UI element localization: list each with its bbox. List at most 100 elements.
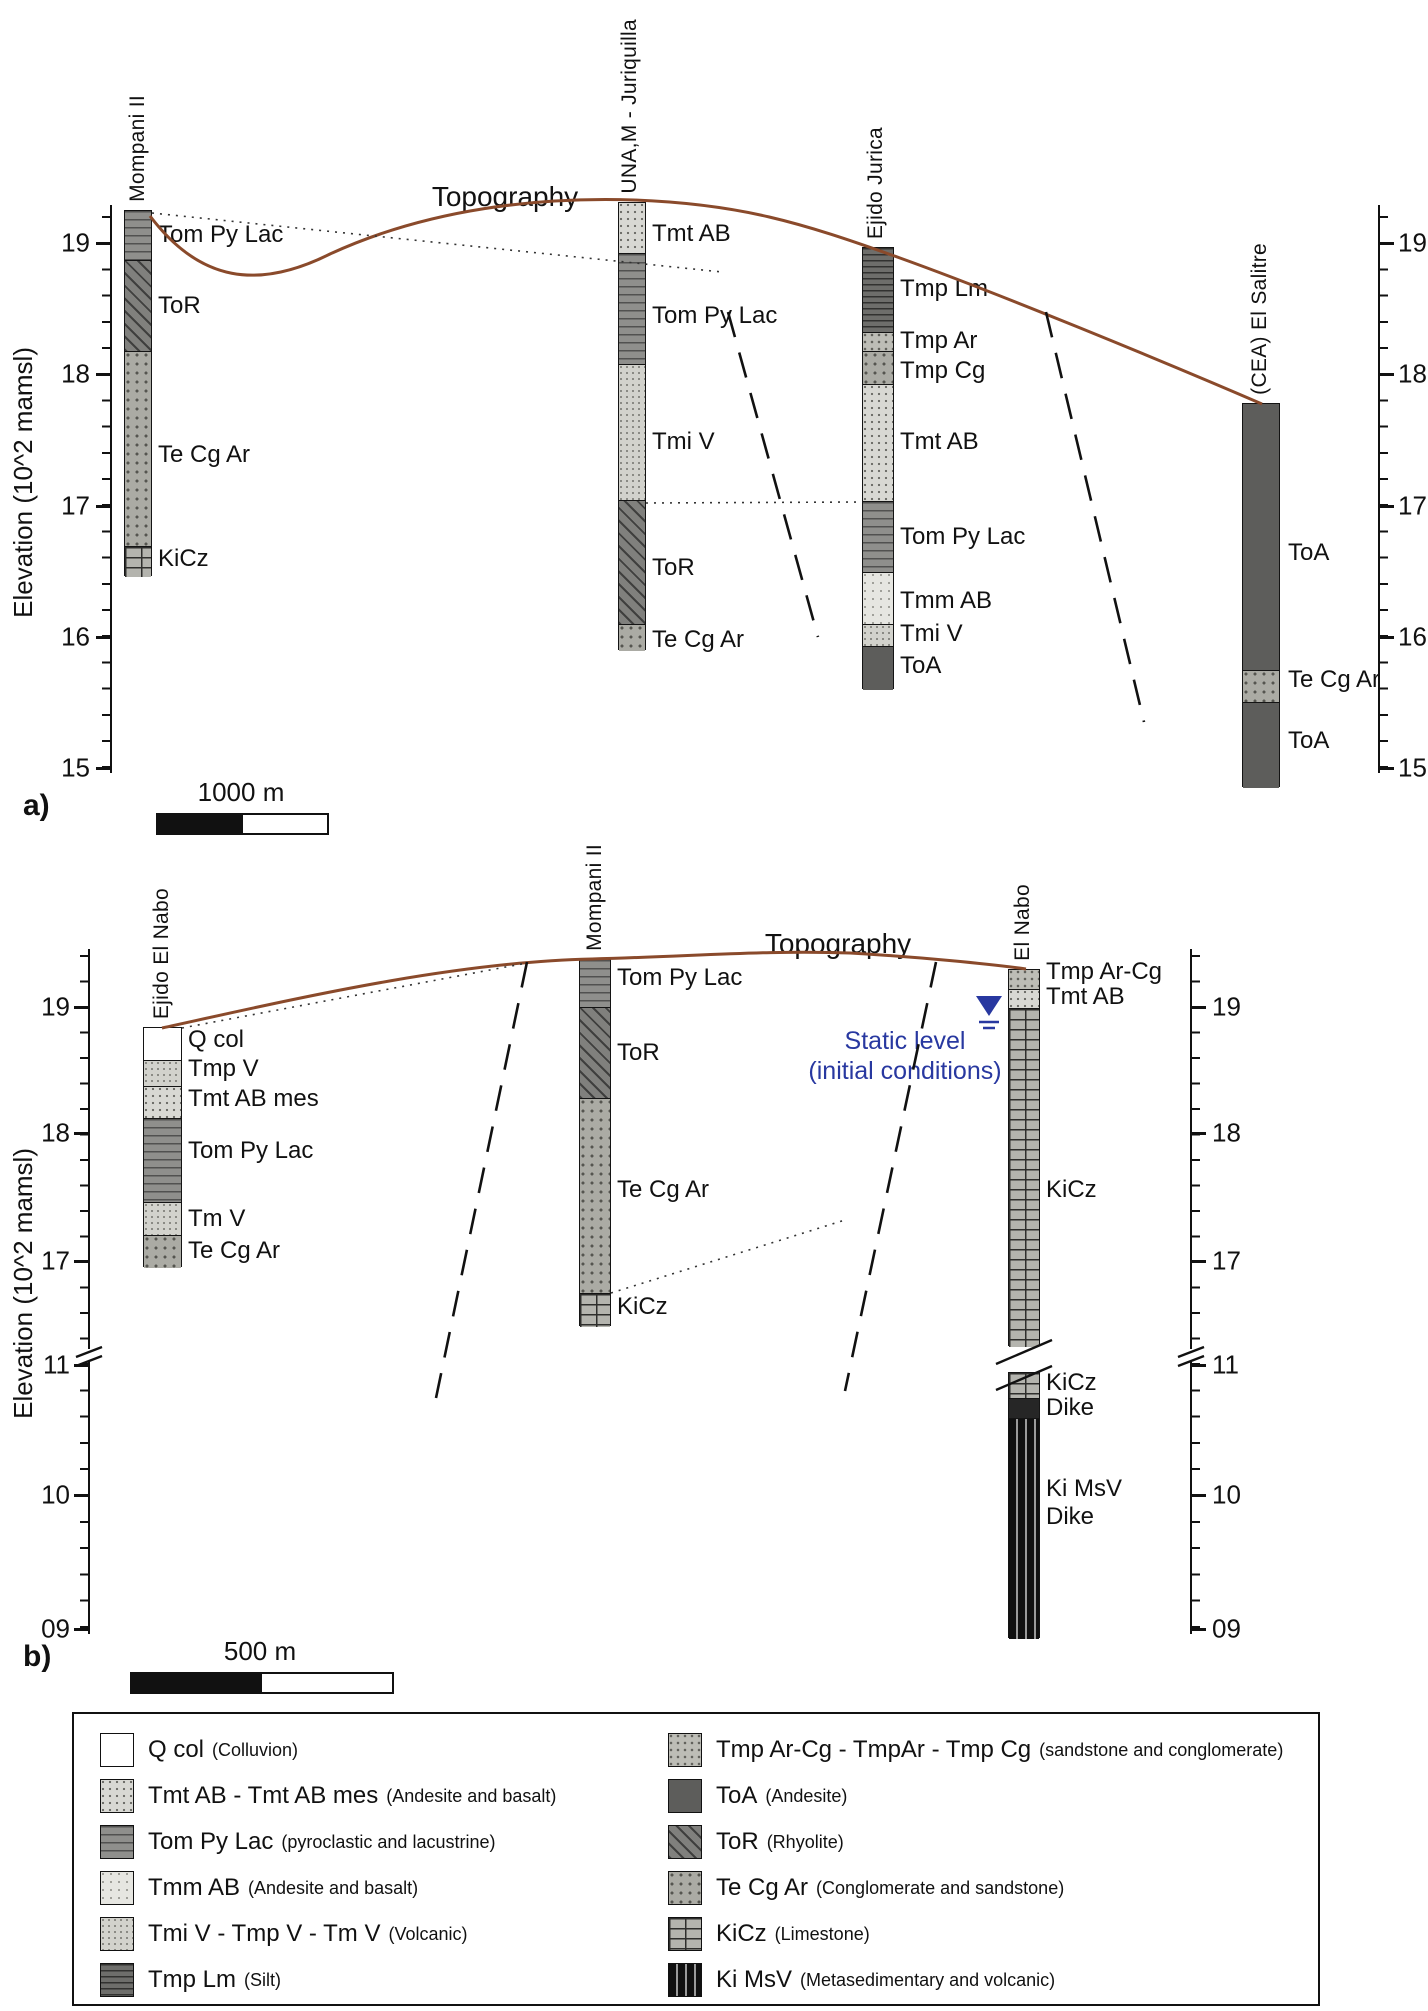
tick-label: 10 <box>41 1479 70 1510</box>
tick <box>96 372 110 376</box>
minor-ticks-b-right-upper <box>1192 955 1200 1348</box>
layer-label: ToA <box>1288 727 1330 754</box>
layer-label: Tmi V <box>900 620 963 647</box>
well-column-ejido-jurica <box>862 247 894 690</box>
layer-tmt-ab <box>863 385 893 502</box>
tick-label: 09 <box>41 1613 70 1644</box>
tick <box>96 766 110 770</box>
layer-label: Te Cg Ar <box>617 1176 710 1203</box>
static-level-line1: Static level <box>844 1027 966 1055</box>
layer-label: Tmt AB mes <box>188 1085 319 1112</box>
layer-label: Dike <box>1046 1394 1095 1421</box>
layer-kicz <box>1009 1009 1039 1347</box>
tick-label: 11 <box>43 1349 70 1380</box>
legend-swatch-tmt-ab <box>100 1779 134 1813</box>
fault-dashed-line <box>434 961 529 1399</box>
legend-item: Tmp Ar-Cg - TmpAr - Tmp Cg (sandstone an… <box>668 1733 1283 1767</box>
fault-dashed-line <box>726 311 820 638</box>
well-name-unam-juriquilla: UNA,M - Juriquilla <box>618 19 641 194</box>
layer-tm-v <box>144 1203 181 1236</box>
legend-desc: (Silt) <box>244 1969 282 1990</box>
layer-tor <box>619 501 645 625</box>
layer-te-cg-ar <box>619 625 645 651</box>
tick <box>1192 1259 1206 1263</box>
layer-tom-py-lac <box>580 960 610 1008</box>
layer-tmi-v <box>619 365 645 501</box>
legend-swatch-toa <box>668 1779 702 1813</box>
layer-label: ToR <box>652 554 695 581</box>
legend-desc: (Andesite and basalt) <box>248 1877 419 1898</box>
layer-label: Tmi V <box>652 428 715 455</box>
static-level-annotation: Static level (initial conditions) <box>808 1026 1001 1086</box>
legend-item: Q col (Colluvion) <box>100 1733 298 1767</box>
legend-desc: (Colluvion) <box>212 1739 299 1760</box>
minor-ticks-a-right <box>1380 216 1388 773</box>
legend-label: KiCz <box>716 1920 767 1947</box>
fault-dashed-line <box>1044 311 1146 723</box>
tick-label: 16 <box>1398 621 1427 652</box>
scale-bar-white-segment <box>262 1674 392 1692</box>
legend-swatch-q-col <box>100 1733 134 1767</box>
legend-desc: (Rhyolite) <box>766 1831 844 1852</box>
layer-label: Tmt AB <box>900 428 979 455</box>
layer-kicz <box>1009 1373 1039 1399</box>
layer-label: Q col <box>188 1026 245 1053</box>
layer-label: KiCz <box>1046 1369 1097 1396</box>
layer-tmp-ar-cg <box>1009 970 1039 990</box>
legend-swatch-tor <box>668 1825 702 1859</box>
well-column-el-nabo-upper <box>1008 969 1040 1347</box>
layer-label: Tmm AB <box>900 587 993 614</box>
legend-desc: (Limestone) <box>774 1923 870 1944</box>
tick-label: 17 <box>61 490 90 521</box>
scale-bar-white-segment <box>242 815 327 833</box>
elevation-axis-b-left-upper <box>88 949 90 1349</box>
layer-label: Ki MsV <box>1046 1475 1123 1502</box>
tick-label: 15 <box>61 752 90 783</box>
tick-label: 18 <box>41 1117 70 1148</box>
panel-label-a: a) <box>23 789 50 822</box>
tick <box>74 1363 88 1367</box>
well-column-unam-juriquilla <box>618 202 646 651</box>
layer-label: Tm V <box>188 1205 246 1232</box>
layer-label: ToR <box>617 1039 660 1066</box>
legend-desc: (Andesite) <box>765 1785 848 1806</box>
water-table-icon <box>976 996 1002 1016</box>
minor-ticks-a-left <box>102 216 110 773</box>
tick <box>96 504 110 508</box>
layer-label: ToR <box>158 292 201 319</box>
layer-label: Te Cg Ar <box>158 441 251 468</box>
well-name-cea-el-salitre: (CEA) El Salitre <box>1248 243 1271 395</box>
layer-ki-msv-dike <box>1009 1419 1039 1639</box>
layer-label: Tmp Ar <box>900 327 978 354</box>
legend-swatch-tmi-v <box>100 1917 134 1951</box>
tick <box>74 1493 88 1497</box>
legend-item: Tmp Lm (Silt) <box>100 1963 281 1997</box>
well-name-mompani-ii-a: Mompani II <box>126 95 149 202</box>
layer-tor <box>580 1008 610 1099</box>
tick-label: 17 <box>1398 490 1427 521</box>
layer-tom-py-lac <box>144 1119 181 1203</box>
layer-label: Tmt AB <box>652 220 731 247</box>
tick-label: 18 <box>1212 1117 1241 1148</box>
layer-label: Tmp Lm <box>900 275 989 302</box>
layer-label: Tom Py Lac <box>652 302 778 329</box>
minor-ticks-b-left-lower <box>80 1363 88 1633</box>
layer-tom-py-lac <box>125 211 151 261</box>
elevation-axis-a-left <box>110 205 112 773</box>
layer-te-cg-ar <box>1243 671 1279 703</box>
tick <box>1192 1005 1206 1009</box>
layer-te-cg-ar <box>580 1099 610 1294</box>
elevation-axis-b-right-lower <box>1190 1361 1192 1634</box>
tick-label: 09 <box>1212 1613 1241 1644</box>
tick <box>74 1627 88 1631</box>
legend-desc: (pyroclastic and lacustrine) <box>281 1831 496 1852</box>
elevation-axis-b-right-upper <box>1190 949 1192 1349</box>
tick-label: 15 <box>1398 752 1427 783</box>
tick-label: 17 <box>41 1245 70 1276</box>
legend-label: Tmt AB - Tmt AB mes <box>148 1782 379 1809</box>
layer-label: KiCz <box>617 1293 668 1320</box>
legend-swatch-ki-msv <box>668 1963 702 1997</box>
tick-label: 10 <box>1212 1479 1241 1510</box>
legend-desc: (sandstone and conglomerate) <box>1039 1739 1284 1760</box>
